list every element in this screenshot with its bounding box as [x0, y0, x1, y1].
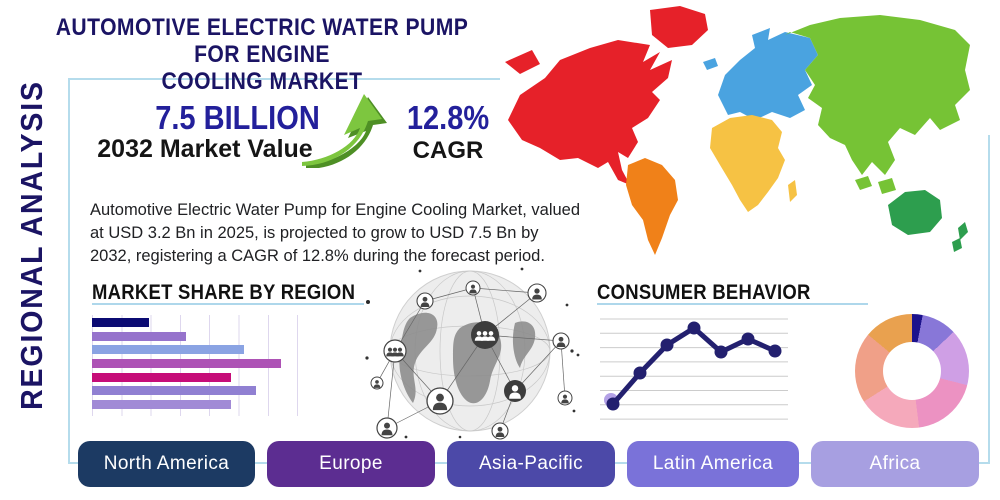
map-region-asia [785, 15, 970, 175]
map-region-madagascar [788, 180, 797, 202]
globe-network-graphic [362, 263, 580, 441]
consumer-behavior-line-chart [600, 318, 788, 420]
bar-segment [92, 372, 232, 382]
underline-dot [366, 300, 370, 304]
bar-segment [92, 331, 187, 341]
bar-segment [92, 400, 232, 410]
region-buttons-row: North America Europe Asia-Pacific Latin Ame… [78, 441, 980, 487]
bar-segment [92, 359, 281, 369]
cagr-stat: 12.8% [406, 99, 490, 136]
region-button-latin-america[interactable]: Latin America [627, 441, 799, 487]
page-title-line1: AUTOMOTIVE ELECTRIC WATER PUMP FOR ENGIN… [55, 14, 469, 68]
map-region-europe [718, 28, 818, 120]
market-share-bar-chart [92, 315, 304, 416]
world-map-graphic [505, 6, 970, 255]
region-button-north-america[interactable]: North America [78, 441, 255, 487]
bar-segment [92, 386, 256, 396]
map-region-alaska [505, 50, 540, 74]
bar-chart-title: MARKET SHARE BY REGION [92, 281, 356, 304]
map-region-greenland [650, 6, 708, 48]
map-region-iceland [703, 58, 718, 70]
market-description: Automotive Electric Water Pump for Engin… [90, 200, 581, 265]
panel-right-border [988, 135, 990, 462]
map-region-new-zealand [952, 222, 968, 252]
market-value-label: 2032 Market Value [97, 135, 313, 163]
region-button-europe[interactable]: Europe [267, 441, 435, 487]
map-region-north-america [508, 40, 672, 185]
growth-arrow-icon [298, 86, 390, 169]
market-value-stat: 7.5 BILLION [155, 99, 320, 136]
sidebar-vertical-label: REGIONAL ANALYSIS [14, 80, 49, 410]
page-title: AUTOMOTIVE ELECTRIC WATER PUMP FOR ENGIN… [51, 14, 473, 95]
regional-share-donut-chart [855, 314, 969, 428]
bar-segment [92, 318, 150, 327]
network-person-nodes [370, 280, 573, 440]
donut-hole [883, 342, 941, 400]
world-map [500, 0, 1000, 265]
region-button-africa[interactable]: Africa [811, 441, 979, 487]
map-region-australia [888, 190, 942, 235]
map-region-africa [710, 115, 785, 212]
region-button-asia-pacific[interactable]: Asia-Pacific [447, 441, 615, 487]
map-region-south-america [626, 158, 678, 255]
cagr-label: CAGR [412, 137, 484, 164]
map-region-southeast-asia-islands [855, 176, 896, 194]
bar-segment [92, 345, 244, 355]
page-title-line2: COOLING MARKET [161, 68, 363, 95]
line-chart-title-underline [597, 303, 868, 305]
bar-chart-title-underline [92, 303, 364, 305]
line-chart-title: CONSUMER BEHAVIOR [597, 281, 811, 304]
